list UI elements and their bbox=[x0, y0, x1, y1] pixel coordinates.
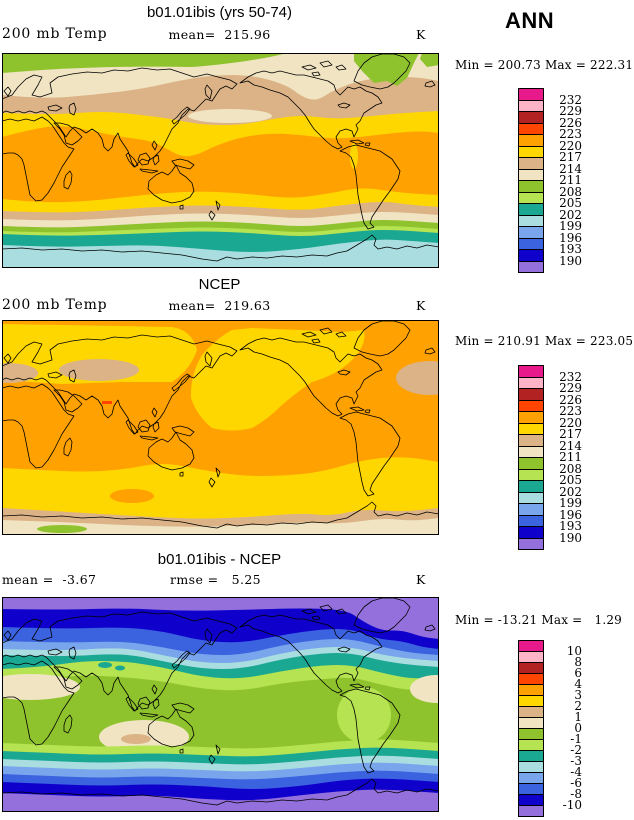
legend-level-label: 217 bbox=[559, 427, 582, 441]
map-obs-contour bbox=[2, 320, 439, 535]
legend-level-label: 2 bbox=[574, 699, 582, 713]
legend-level-label: 0 bbox=[574, 721, 582, 735]
legend-level-label: 220 bbox=[559, 415, 582, 430]
legend-level-label: 214 bbox=[559, 161, 582, 176]
legend-level-label: 208 bbox=[559, 184, 582, 199]
legend-level-label: -8 bbox=[570, 787, 582, 801]
legend-level-label: 3 bbox=[574, 688, 582, 702]
legend-level-label: 232 bbox=[559, 369, 582, 384]
legend-level-label: 202 bbox=[559, 484, 582, 499]
panel2-variable-label: 200 mb Temp bbox=[2, 297, 108, 313]
legend-level-label: -10 bbox=[562, 798, 582, 812]
legend-level-label: 6 bbox=[574, 666, 582, 680]
panel3-title: b01.01ibis - NCEP bbox=[157, 551, 282, 568]
legend-level-label: 1 bbox=[574, 710, 582, 724]
season-label: ANN bbox=[505, 8, 555, 33]
legend-level-label: 220 bbox=[559, 138, 582, 153]
legend-level-label: 223 bbox=[559, 404, 582, 418]
legend-level-label: 205 bbox=[559, 473, 582, 487]
legend-level-label: 193 bbox=[559, 519, 582, 533]
legend-level-label: 190 bbox=[559, 530, 582, 545]
panel1-minmax-label: Min = 200.73 Max = 222.31 bbox=[455, 58, 634, 72]
legend-swatch bbox=[518, 537, 544, 550]
legend-level-label: 229 bbox=[559, 104, 582, 118]
legend-level-label: 211 bbox=[559, 173, 582, 187]
legend-swatch bbox=[518, 260, 544, 273]
panel2-unit-label: K bbox=[416, 298, 426, 313]
legend-level-label: 211 bbox=[559, 450, 582, 464]
panel1-unit-label: K bbox=[416, 27, 426, 42]
panel1-title: b01.01ibis (yrs 50-74) bbox=[146, 4, 293, 21]
legend-level-label: 199 bbox=[559, 496, 582, 510]
panel3-rmse-label: rmse = 5.25 bbox=[170, 572, 262, 587]
panel3-unit-label: K bbox=[416, 572, 426, 587]
legend-level-label: -6 bbox=[570, 776, 582, 790]
legend-level-label: 199 bbox=[559, 219, 582, 233]
legend-level-label: 214 bbox=[559, 438, 582, 453]
panel2-title: NCEP bbox=[198, 276, 241, 293]
legend-level-label: 196 bbox=[559, 230, 582, 245]
map-diff-contour bbox=[2, 597, 439, 812]
legend-level-label: 232 bbox=[559, 92, 582, 107]
legend-level-label: 10 bbox=[566, 644, 582, 658]
panel1-mean-label: mean= 215.96 bbox=[168, 27, 271, 42]
legend-level-label: 4 bbox=[574, 677, 582, 691]
legend-level-label: -2 bbox=[570, 743, 582, 757]
legend-level-label: 217 bbox=[559, 150, 582, 164]
legend-level-label: 226 bbox=[559, 392, 582, 407]
legend-level-label: -1 bbox=[570, 732, 582, 746]
panel3-minmax-label: Min = -13.21 Max = 1.29 bbox=[455, 613, 622, 627]
legend-level-label: 190 bbox=[559, 253, 582, 268]
legend-level-label: -4 bbox=[570, 765, 582, 779]
legend-level-label: 226 bbox=[559, 115, 582, 130]
legend-level-label: 229 bbox=[559, 381, 582, 395]
legend-level-label: 193 bbox=[559, 242, 582, 256]
map-model-contour bbox=[2, 53, 439, 268]
legend-level-label: 202 bbox=[559, 207, 582, 222]
legend-level-label: 208 bbox=[559, 461, 582, 476]
panel1-variable-label: 200 mb Temp bbox=[2, 26, 108, 42]
legend-level-label: 196 bbox=[559, 507, 582, 522]
panel3-mean-label: mean = -3.67 bbox=[2, 572, 97, 587]
panel2-mean-label: mean= 219.63 bbox=[168, 298, 271, 313]
legend-level-label: 8 bbox=[574, 655, 582, 669]
legend-level-label: 205 bbox=[559, 196, 582, 210]
panel2-minmax-label: Min = 210.91 Max = 223.05 bbox=[455, 334, 634, 348]
legend-level-label: 223 bbox=[559, 127, 582, 141]
legend-swatch bbox=[518, 805, 544, 817]
legend-level-label: -3 bbox=[570, 754, 582, 768]
